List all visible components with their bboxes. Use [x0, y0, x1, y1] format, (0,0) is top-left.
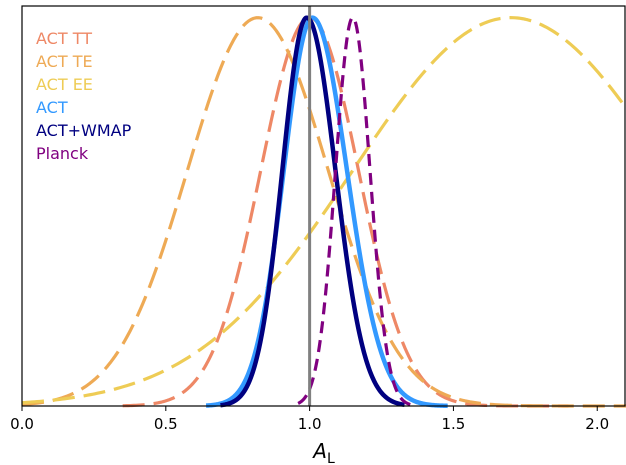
x-tick-label: 0.5: [154, 415, 178, 433]
x-tick-label: 2.0: [585, 415, 609, 433]
x-axis-ticks: 0.0 0.5 1.0 1.5 2.0: [10, 406, 609, 433]
legend-entry-act-ee: ACT EE: [36, 75, 93, 94]
series-line-act-wmap: [218, 15, 407, 408]
series-line-planck: [296, 16, 412, 407]
legend-entry-act-te: ACT TE: [36, 52, 93, 71]
x-tick-label: 0.0: [10, 415, 34, 433]
x-tick-label: 1.0: [298, 415, 322, 433]
series-line-act-ee: [21, 16, 626, 405]
legend: ACT TT ACT TE ACT EE ACT ACT+WMAP Planck: [36, 29, 132, 163]
x-tick-label: 1.5: [441, 415, 465, 433]
x-axis-label-subscript: L: [327, 451, 335, 465]
curves-layer: [21, 15, 626, 409]
x-axis-label-main: A: [311, 439, 327, 463]
x-axis-label: AL: [311, 439, 335, 465]
legend-entry-act-tt: ACT TT: [36, 29, 92, 48]
axes-frame: [21, 5, 626, 407]
legend-entry-act: ACT: [36, 98, 68, 117]
legend-entry-act-wmap: ACT+WMAP: [36, 121, 132, 140]
series-line-act: [204, 15, 449, 409]
legend-entry-planck: Planck: [36, 144, 89, 163]
series-line-act-tt: [122, 16, 569, 408]
